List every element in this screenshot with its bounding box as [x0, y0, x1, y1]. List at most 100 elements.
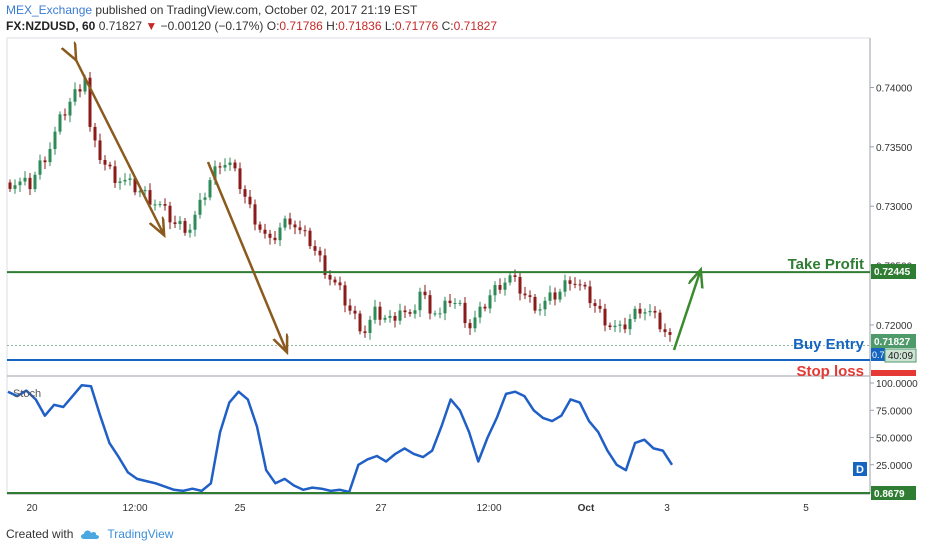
candle-body	[53, 131, 57, 149]
candle-body	[433, 313, 437, 315]
candle-body	[668, 332, 672, 335]
candle-body	[378, 306, 382, 320]
stoch-label: Stoch	[13, 388, 41, 400]
time-tick-label: 12:00	[476, 503, 501, 514]
stoch-level-badge	[871, 486, 916, 500]
candle-body	[313, 246, 317, 251]
candle-body	[153, 204, 157, 206]
candle-body	[68, 101, 72, 116]
time-tick-label: 12:00	[122, 503, 147, 514]
candle-body	[178, 220, 182, 225]
candle-body	[503, 282, 507, 290]
close-value: 0.71827	[453, 19, 498, 33]
stoch-level-text: 0.8679	[874, 489, 905, 500]
open-value: 0.71786	[279, 19, 323, 33]
candle-body	[578, 284, 582, 286]
candle-body	[113, 166, 117, 183]
price-tick-label: 0.74000	[876, 83, 913, 94]
candle-body	[473, 317, 477, 329]
time-tick-label: 5	[803, 503, 809, 514]
candle-body	[623, 324, 627, 330]
author-link[interactable]: MEX_Exchange	[6, 3, 93, 17]
candle-body	[518, 276, 522, 294]
candle-body	[388, 315, 392, 318]
candle-body	[348, 305, 352, 311]
candle-body	[448, 300, 452, 304]
candle-body	[363, 331, 367, 334]
candle-body	[403, 310, 407, 313]
candle-body	[263, 229, 267, 234]
price-tick-label: 0.72000	[876, 321, 913, 332]
candle-body	[443, 300, 447, 314]
tradingview-brand[interactable]: TradingView	[107, 527, 174, 541]
cloud-logo-icon	[81, 530, 100, 539]
candle-body	[238, 168, 242, 190]
time-tick-label: 27	[375, 503, 387, 514]
candle-body	[613, 325, 617, 328]
candle-body	[228, 162, 232, 166]
candle-body	[48, 148, 52, 163]
candle-body	[288, 218, 292, 225]
candle-body	[168, 205, 172, 223]
time-axis-ticks: 20 12:00 25 27 12:00 Oct 3 5	[26, 503, 809, 514]
buy-entry-label: Buy Entry	[793, 336, 865, 353]
candle-body	[203, 197, 207, 200]
stoch-series-line	[7, 383, 674, 494]
high-value: 0.71836	[338, 19, 382, 33]
time-tick-label: 3	[664, 503, 670, 514]
candle-body	[393, 315, 397, 321]
candle-body	[633, 308, 637, 320]
candle-body	[278, 227, 282, 241]
stoch-side-badge[interactable]	[853, 462, 867, 476]
candle-body	[368, 319, 372, 334]
candle-body	[103, 160, 107, 165]
candle-body	[93, 126, 97, 141]
candle-body	[248, 196, 252, 205]
candle-body	[78, 89, 82, 92]
take-profit-price-badge	[871, 264, 916, 279]
time-tick-label: 25	[234, 503, 246, 514]
candle-body	[63, 114, 67, 116]
candle-body	[303, 230, 307, 232]
candle-body	[438, 313, 442, 315]
candle-body	[223, 165, 227, 168]
candle-body	[618, 324, 622, 326]
candle-body	[508, 275, 512, 283]
symbol-label[interactable]: FX:NZDUSD, 60	[6, 19, 96, 33]
candle-body	[608, 325, 612, 328]
candle-body	[583, 284, 587, 287]
stoch-tick-label: 50.0000	[876, 434, 913, 445]
created-with-text: Created with	[6, 527, 74, 541]
candle-body	[483, 306, 487, 309]
candle-body	[143, 190, 147, 192]
candle-body	[648, 310, 652, 313]
candle-body	[428, 295, 432, 314]
candle-body	[593, 303, 597, 306]
candle-body	[413, 310, 417, 314]
candle-body	[658, 312, 662, 330]
chart-header: MEX_Exchange published on TradingView.co…	[6, 2, 497, 34]
candle-body	[653, 310, 657, 313]
header-line-2: FX:NZDUSD, 60 0.71827 ▼ −0.00120 (−0.17%…	[6, 18, 497, 34]
candle-body	[13, 185, 17, 189]
low-value: 0.71776	[394, 19, 439, 33]
candle-body	[163, 204, 167, 206]
candle-body	[38, 160, 42, 175]
last-price-badge	[871, 334, 916, 348]
candle-body	[218, 166, 222, 168]
candle-body	[553, 292, 557, 300]
candle-body	[128, 178, 132, 180]
take-profit-label: Take Profit	[788, 256, 864, 273]
candle-body	[293, 224, 297, 228]
candle-body	[488, 295, 492, 309]
time-tick-label: Oct	[578, 503, 595, 514]
header-line-1: MEX_Exchange published on TradingView.co…	[6, 2, 497, 18]
horizontal-lines-group	[7, 271, 870, 361]
stoch-pane-group: 100.0000 75.0000 50.0000 25.0000	[7, 379, 918, 494]
candle-body	[28, 177, 32, 190]
candle-body	[408, 312, 412, 314]
last-price-text: 0.71827	[874, 337, 911, 348]
candle-body	[43, 160, 47, 163]
candle-body	[498, 285, 502, 290]
